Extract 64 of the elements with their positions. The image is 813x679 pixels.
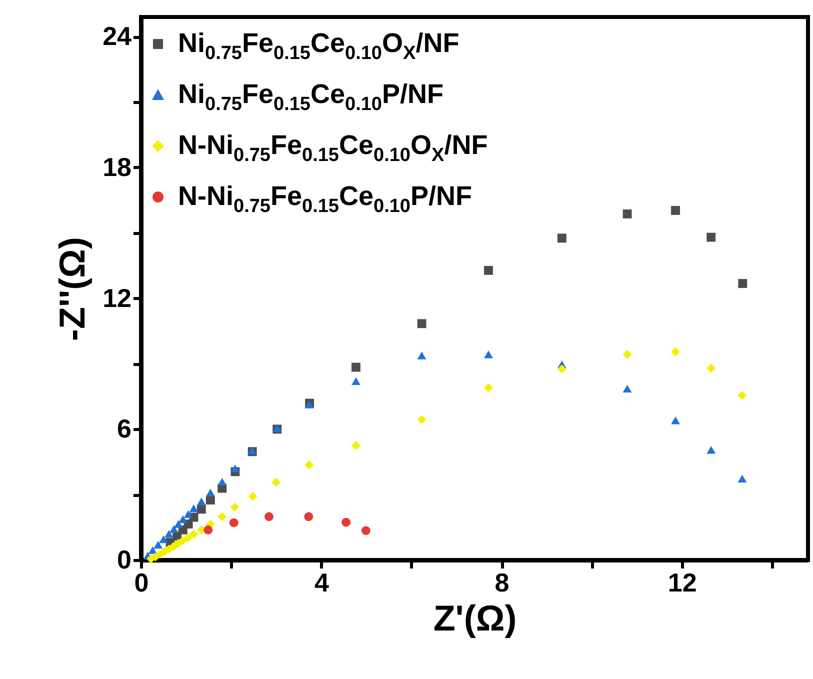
y-tick-label: 6 (117, 414, 132, 444)
x-tick-label: 8 (494, 568, 510, 598)
point (484, 350, 493, 358)
y-tick-label: 12 (102, 282, 132, 313)
y-axis-title: -Z''(Ω) (52, 237, 93, 341)
point (204, 525, 213, 534)
point (342, 518, 351, 527)
point (671, 347, 680, 356)
x-axis-title: Z'(Ω) (433, 598, 517, 638)
point (706, 232, 716, 242)
y-tick-label: 18 (102, 152, 132, 182)
point (183, 533, 192, 542)
point (417, 352, 426, 360)
point (229, 518, 238, 528)
point (230, 464, 240, 472)
point (164, 530, 174, 538)
x-tick-label: 12 (668, 568, 697, 598)
y-tick-label: 24 (102, 21, 132, 52)
point (264, 512, 274, 522)
point (352, 441, 360, 450)
point (706, 364, 716, 373)
point (196, 498, 206, 506)
point (154, 540, 163, 549)
point (352, 377, 360, 386)
point (671, 416, 680, 424)
text: Ni$_{0.75}$Fe$_{0.15}$Ce$_{0.10}$O$_{X}$/NF (178, 28, 460, 64)
point (159, 535, 168, 544)
point (557, 234, 566, 243)
point (484, 266, 493, 275)
point (417, 415, 426, 424)
point (622, 384, 632, 392)
point (622, 350, 632, 359)
point (230, 502, 240, 512)
point (304, 460, 314, 470)
y-tick-label: 0 (117, 544, 132, 574)
point (218, 512, 227, 522)
legend-label: N-Ni$_{0.75}$Fe$_{0.15}$Ce$_{0.10}$P/NF (178, 181, 472, 217)
point (361, 526, 370, 536)
point (206, 488, 215, 496)
point (148, 546, 158, 554)
point (272, 478, 281, 487)
point (304, 512, 314, 522)
point (189, 530, 198, 539)
point (417, 319, 426, 328)
point (738, 474, 747, 483)
point (671, 206, 680, 215)
point (178, 536, 187, 546)
point (557, 364, 566, 374)
text: N-Ni$_{0.75}$Fe$_{0.15}$Ce$_{0.10}$O$_{X}$/NF (178, 130, 488, 166)
point (352, 362, 360, 372)
point (178, 515, 188, 524)
legend-label: Ni$_{0.75}$Fe$_{0.15}$Ce$_{0.10}$P/NF (178, 79, 444, 115)
point (189, 504, 198, 512)
point (738, 390, 747, 400)
point (174, 520, 183, 528)
point (184, 510, 193, 518)
point (218, 478, 227, 486)
x-tick-label: 4 (314, 568, 330, 598)
point (248, 492, 258, 501)
point (169, 525, 178, 533)
point (484, 383, 493, 392)
point (738, 279, 748, 288)
point (622, 209, 632, 218)
point (706, 446, 716, 454)
